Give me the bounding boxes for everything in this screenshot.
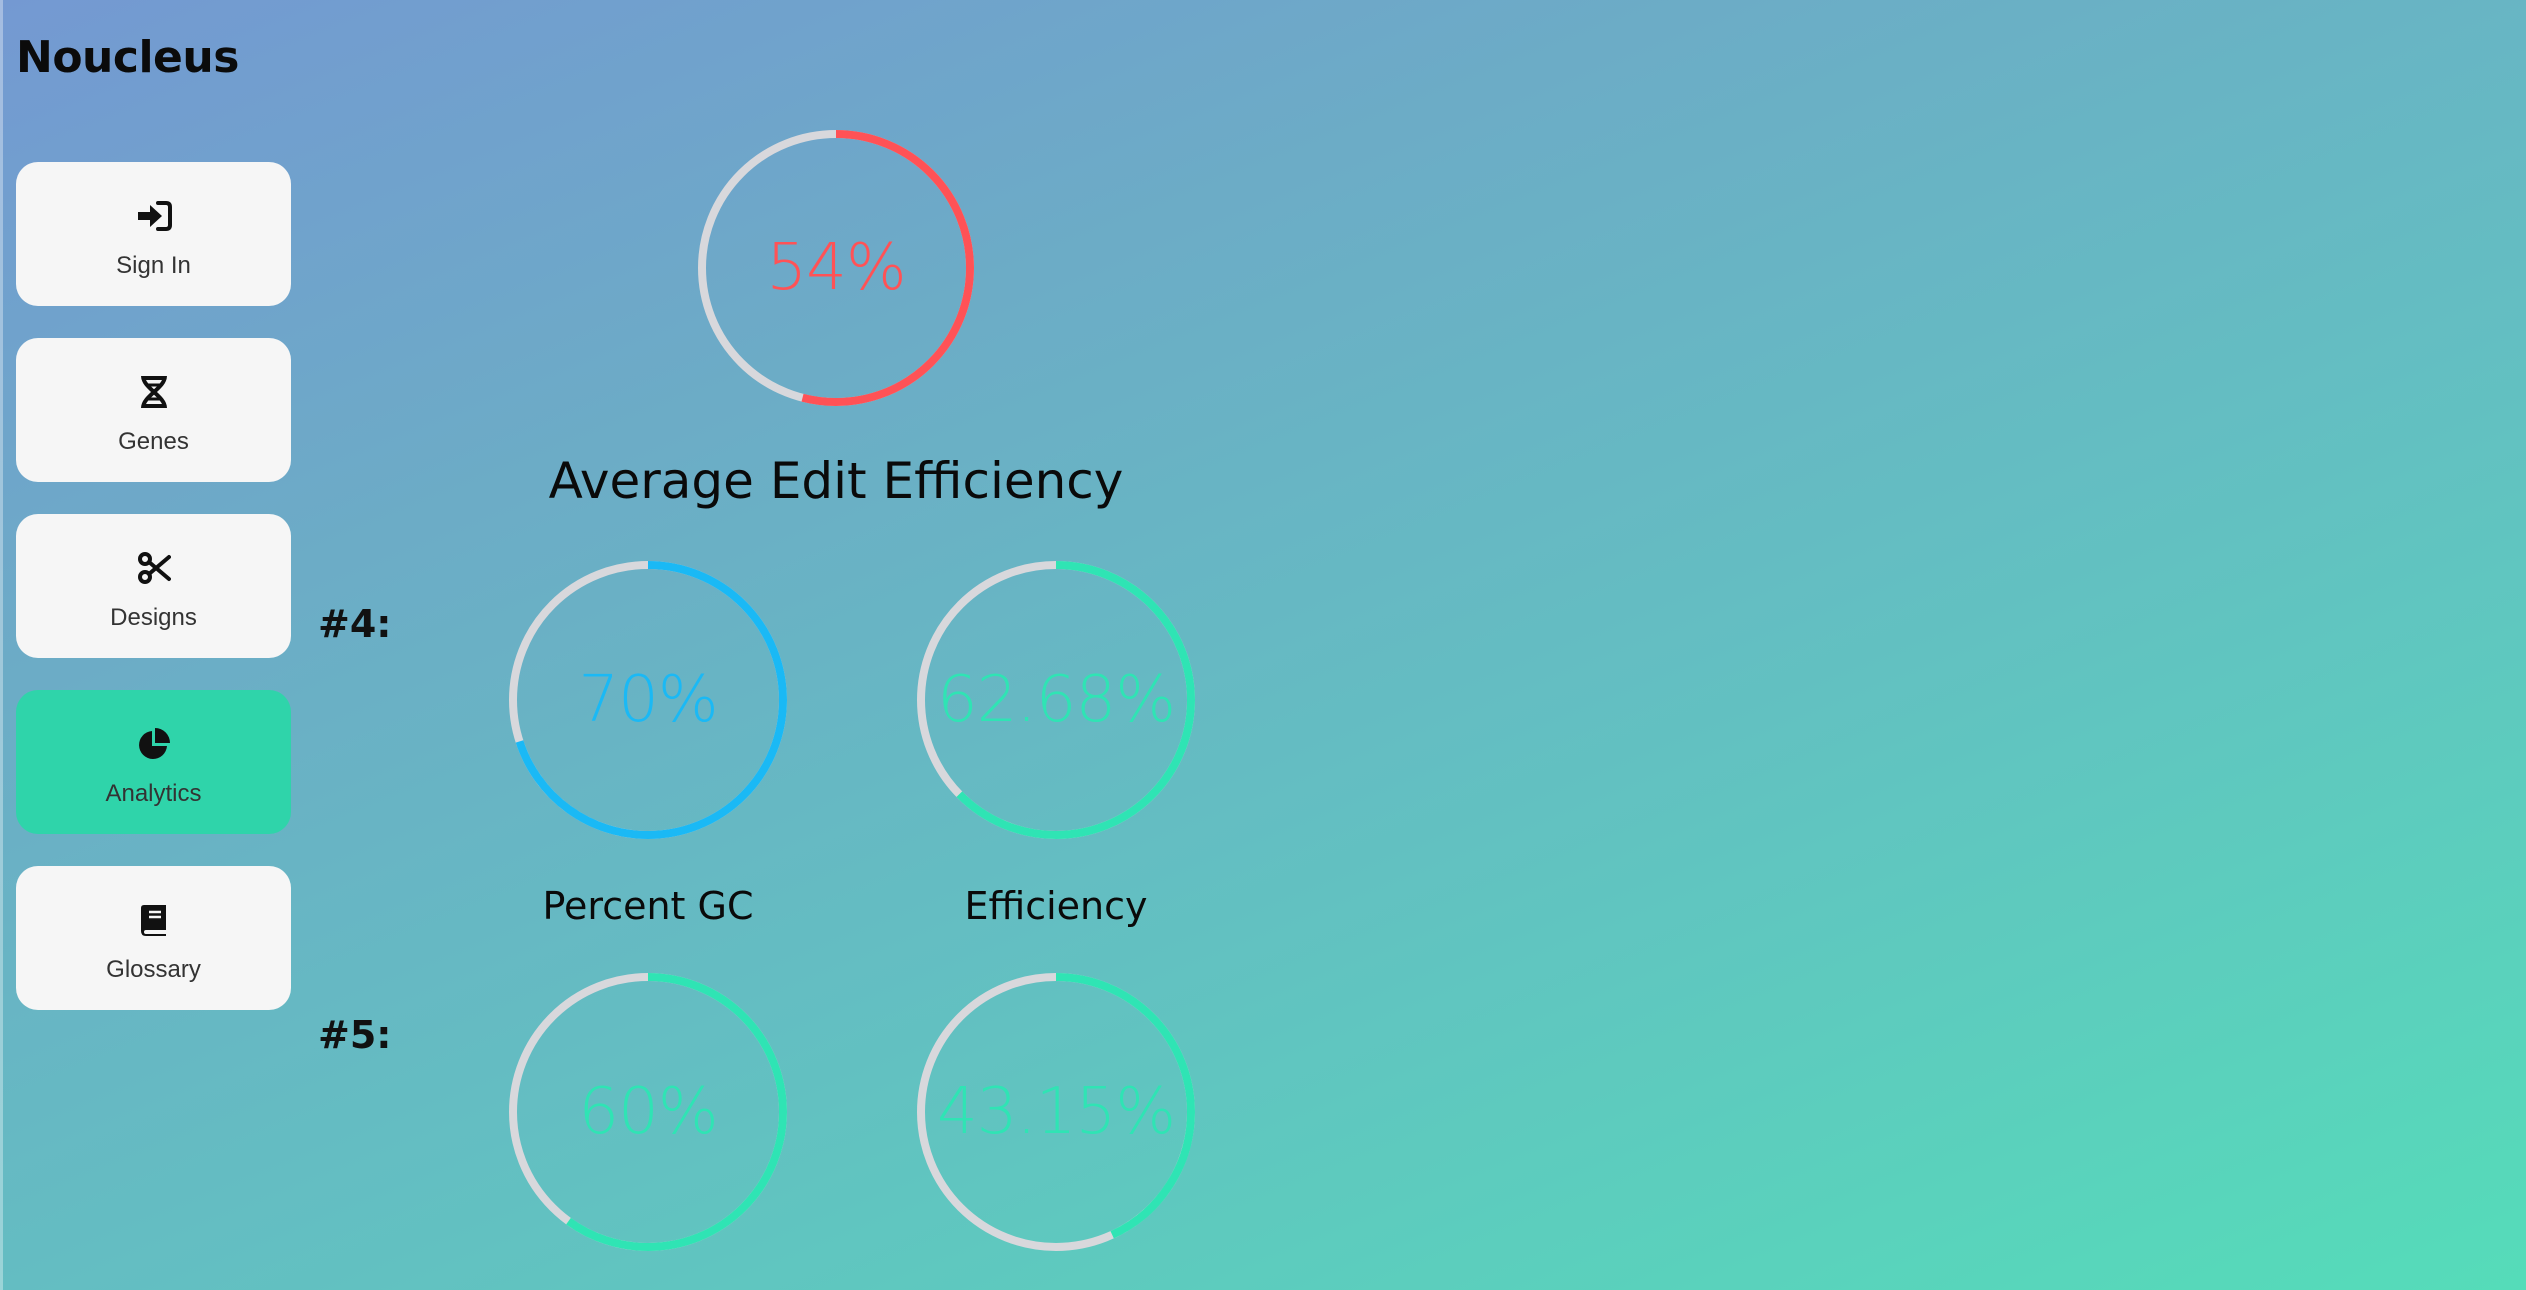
percent-gc-ring: 70%	[506, 558, 790, 842]
efficiency-ring: 62.68%	[914, 558, 1198, 842]
pie-chart-icon	[134, 724, 174, 764]
rank-label-5: #5:	[318, 1013, 392, 1057]
dna-icon	[134, 372, 174, 412]
efficiency-value: 43.15%	[936, 1075, 1176, 1149]
average-efficiency-value: 54%	[766, 231, 906, 305]
efficiency-ring: 43.15%	[914, 970, 1198, 1254]
nav-analytics-label: Analytics	[105, 780, 202, 807]
average-efficiency-label: Average Edit Efficiency	[548, 452, 1124, 510]
nav-sign-in-button[interactable]: Sign In	[16, 162, 291, 306]
nav-glossary-label: Glossary	[106, 956, 201, 983]
sidebar: Sign In Genes Designs	[16, 162, 291, 1042]
ring-progress-arc	[509, 973, 787, 1251]
rank-label-4: #4:	[318, 602, 392, 646]
ring-progress-arc	[698, 130, 974, 406]
ring-progress-arc	[509, 561, 787, 839]
nav-genes-label: Genes	[118, 428, 189, 455]
percent-gc-ring: 60%	[506, 970, 790, 1254]
efficiency-label: Efficiency	[964, 884, 1148, 928]
nav-sign-in-label: Sign In	[116, 252, 191, 279]
window-edge	[0, 0, 3, 1290]
percent-gc-label: Percent GC	[542, 884, 754, 928]
ring-progress-arc	[917, 561, 1195, 839]
book-icon	[134, 900, 174, 940]
percent-gc-value: 60%	[578, 1075, 718, 1149]
nav-designs-button[interactable]: Designs	[16, 514, 291, 658]
nav-glossary-button[interactable]: Glossary	[16, 866, 291, 1010]
average-efficiency-ring: 54%	[695, 127, 977, 409]
ring-progress-arc	[917, 973, 1195, 1251]
sign-in-icon	[134, 196, 174, 236]
percent-gc-value: 70%	[578, 663, 718, 737]
nav-genes-button[interactable]: Genes	[16, 338, 291, 482]
nav-analytics-button[interactable]: Analytics	[16, 690, 291, 834]
app-title: Noucleus	[16, 32, 239, 83]
scissors-icon	[134, 548, 174, 588]
nav-designs-label: Designs	[110, 604, 197, 631]
efficiency-value: 62.68%	[936, 663, 1176, 737]
